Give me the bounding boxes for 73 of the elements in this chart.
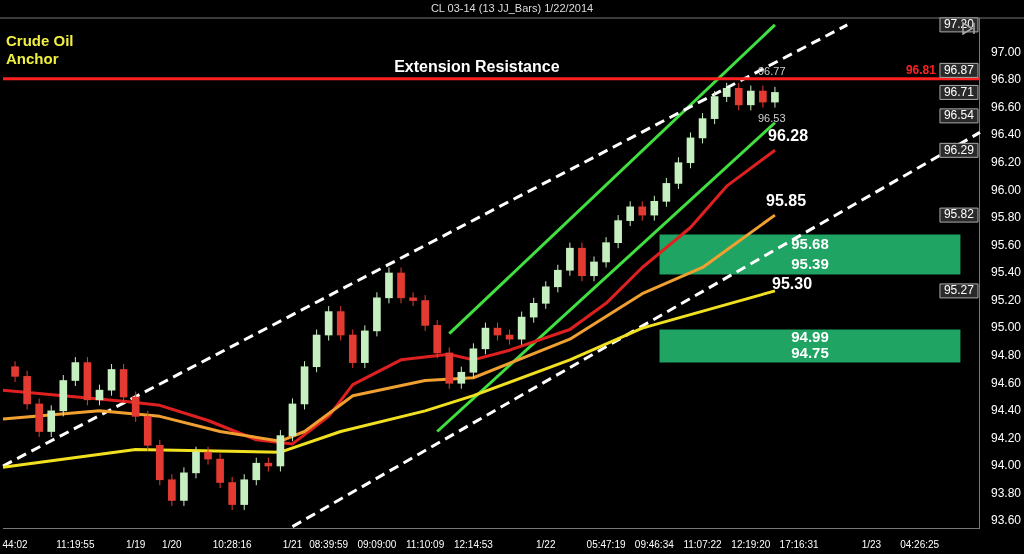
candlestick: [409, 291, 417, 307]
candlestick: [445, 346, 454, 390]
x-tick-label: 1/21: [282, 538, 303, 550]
candlestick: [59, 374, 68, 417]
candlestick: [252, 457, 261, 486]
candlestick: [722, 82, 731, 103]
x-tick-label: 12:19:20: [731, 538, 771, 550]
text: Crude Oil Anchor: [6, 32, 75, 68]
x-tick-label: 17:16:31: [779, 538, 819, 550]
y-tick-label: 95.80: [990, 210, 1022, 225]
annotation: 95.82: [943, 207, 975, 222]
y-tick-label: 97.00: [990, 44, 1022, 59]
annotation: 96.81: [905, 62, 937, 77]
ref-line-label: Extension Resistance: [394, 58, 560, 76]
candlestick: [433, 319, 442, 359]
annotation: 96.77: [758, 65, 786, 78]
y-tick-label: 94.00: [990, 458, 1022, 473]
candlestick: [155, 439, 164, 486]
x-tick-label: 09:46:34: [634, 538, 675, 550]
x-tick-label: 1/22: [536, 538, 556, 550]
y-tick-label: 96.40: [990, 127, 1022, 142]
annotation: 96.53: [758, 112, 786, 125]
y-tick-label: 96.00: [990, 182, 1022, 197]
y-tick-label: 94.60: [990, 375, 1022, 390]
candlestick: [228, 476, 236, 511]
candlestick: [553, 264, 562, 293]
x-tick-label: 04:26:25: [900, 538, 940, 550]
candlestick: [240, 473, 249, 511]
annotation: 96.29: [943, 142, 975, 157]
x-tick-label: 09:09:00: [357, 538, 397, 550]
candlestick: [143, 410, 152, 452]
y-tick-label: 93.60: [990, 513, 1022, 528]
x-tick-label: 44:02: [2, 538, 29, 550]
x-tick-label: 10:28:16: [212, 538, 253, 550]
annotation: 95.30: [772, 275, 813, 293]
candlestick: [131, 391, 140, 423]
annotation: 96.87: [943, 62, 975, 77]
y-tick-label: 94.40: [990, 403, 1022, 418]
annotation: 96.54: [943, 108, 975, 123]
candlestick: [35, 397, 44, 438]
candlestick: [47, 404, 56, 438]
chart-title: CL 03-14 (13 JJ_Bars) 1/22/2014: [429, 2, 595, 14]
y-tick-label: 94.80: [990, 348, 1022, 363]
x-tick-label: 11:07:22: [683, 538, 723, 550]
annotation: 96.28: [768, 127, 809, 145]
candlestick: [734, 82, 743, 111]
x-tick-label: 11:10:09: [406, 538, 445, 550]
y-tick-label: 96.80: [990, 72, 1022, 87]
x-tick-label: 08:39:59: [309, 538, 349, 550]
candlestick: [541, 280, 550, 310]
y-tick-label: 94.20: [990, 430, 1022, 445]
annotation: 95.27: [943, 283, 975, 298]
x-tick-label: 1/20: [162, 538, 183, 550]
y-tick-label: 95.60: [990, 237, 1022, 252]
band-label: 95.68 95.39: [791, 234, 829, 272]
y-tick-label: 96.20: [990, 155, 1022, 170]
annotation: 95.85: [766, 192, 807, 210]
x-tick-label: 05:47:19: [586, 538, 626, 550]
x-tick-label: 12:14:53: [453, 538, 494, 550]
x-tick-label: 11:19:55: [56, 538, 95, 550]
y-tick-label: 96.60: [990, 99, 1022, 114]
candlestick: [361, 324, 369, 369]
y-tick-label: 93.80: [990, 485, 1022, 500]
y-tick-label: 95.00: [990, 320, 1022, 335]
annotation: 97.20: [943, 17, 975, 32]
x-tick-label: 1/23: [861, 538, 882, 550]
y-tick-label: 95.20: [990, 292, 1022, 307]
band-label: 94.99 94.75: [791, 327, 829, 362]
x-tick-label: 1/19: [125, 538, 146, 550]
candlestick: [348, 329, 357, 369]
y-tick-label: 95.40: [990, 265, 1022, 280]
candlestick: [336, 305, 345, 342]
annotation: 96.71: [943, 84, 975, 99]
